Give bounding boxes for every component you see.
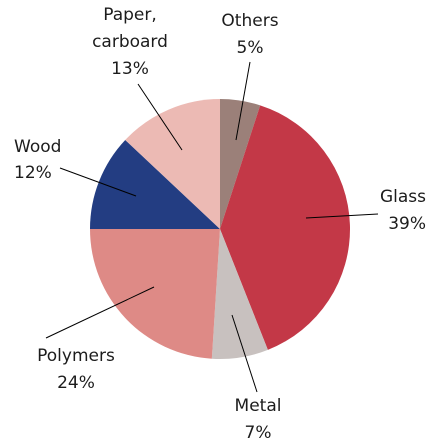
leader-line-others (235, 61, 251, 141)
leader-line-glass (305, 213, 379, 219)
slice-wood (90, 140, 220, 229)
leader-line-metal (231, 314, 258, 393)
value-paper: 13% (111, 59, 149, 79)
pie-slices (90, 98, 351, 359)
label-paper-line2: carboard (92, 32, 168, 52)
leader-line-paper-carboard (137, 83, 183, 151)
label-others: Others (221, 11, 278, 31)
leader-line-polymers (45, 286, 155, 339)
label-glass: Glass (380, 187, 426, 207)
slice-glass (220, 105, 351, 350)
value-others: 5% (237, 38, 264, 58)
label-paper-line1: Paper, (103, 5, 157, 25)
leader-lines (45, 61, 379, 393)
label-polymers: Polymers (37, 346, 115, 366)
slice-paper-carboard (125, 99, 220, 229)
slice-others (220, 98, 261, 229)
slice-metal (211, 229, 268, 359)
label-wood: Wood (14, 137, 61, 157)
value-wood: 12% (14, 163, 52, 183)
value-polymers: 24% (57, 373, 95, 393)
leader-line-wood (59, 167, 137, 197)
value-metal: 7% (245, 423, 272, 441)
label-metal: Metal (235, 396, 282, 416)
value-glass: 39% (388, 214, 426, 234)
slice-polymers (90, 229, 220, 359)
